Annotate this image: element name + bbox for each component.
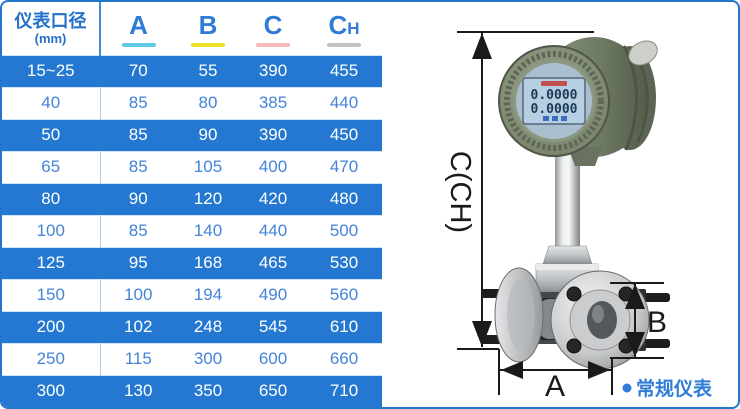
col-c-underline [256,42,290,47]
table-row: 250 115 300 600 660 [2,343,382,375]
col-a-underline [121,42,156,47]
header-col-c: C [240,2,306,55]
table-row: 200 102 248 545 610 [2,311,382,343]
bolt-right-bottom [643,339,670,348]
table-row: 40 85 80 385 440 [2,87,382,119]
header-col-b: B [176,2,240,55]
lcd-display [522,77,586,125]
legend-bullet-icon [622,383,632,393]
arrow-right-icon [588,361,610,379]
table-row: 15~25 70 55 390 455 [2,55,382,87]
legend-label: 常规仪表 [636,377,713,400]
lcd-line1: 0.0000 [531,88,578,103]
header-diameter: 仪表口径 (mm) [2,2,101,55]
flowmeter-diagram: C(CH) [444,31,713,403]
arrow-left-icon [501,361,523,379]
arrow-up-icon [625,284,645,309]
arrow-down-icon [472,321,492,347]
bolt-right-top [643,293,670,302]
lcd-button [561,116,567,121]
header-col-ch: CH [306,2,382,55]
dim-b-label: B [647,306,667,339]
lcd-button [543,116,549,121]
table-row: 150 100 194 490 560 [2,279,382,311]
dim-a [498,349,613,395]
dimension-table: 仪表口径 (mm) A B C CH [2,2,382,407]
dim-a-label: A [545,370,565,403]
legend: 常规仪表 [622,377,713,400]
header-diameter-unit: (mm) [34,30,67,46]
flowmeter-body [481,267,670,370]
lcd-line2: 0.0000 [531,102,578,117]
table-header-row: 仪表口径 (mm) A B C CH [2,2,382,55]
table-row: 300 130 350 650 710 [2,375,382,407]
lcd-red-label [541,81,567,86]
table-row: 100 85 140 440 500 [2,215,382,247]
table-row: 50 85 90 390 450 [2,119,382,151]
col-ch-underline [327,42,361,47]
dim-b [610,282,664,359]
table-row: 125 95 168 465 530 [2,247,382,279]
table-row: 65 85 105 400 470 [2,151,382,183]
transmitter-head: 0.0000 0.0000 [498,37,658,166]
col-b-underline [191,42,225,47]
dim-c-label: C(CH) [444,151,476,233]
arrow-up-icon [472,33,492,59]
lcd-button [552,116,558,121]
head-knob [628,40,658,66]
flange-nut [566,286,582,302]
header-diameter-label: 仪表口径 [14,10,87,31]
flange-nut [566,338,582,354]
arrow-down-icon [625,332,645,357]
table-row: 80 90 120 420 480 [2,183,382,215]
header-col-a: A [100,2,176,55]
